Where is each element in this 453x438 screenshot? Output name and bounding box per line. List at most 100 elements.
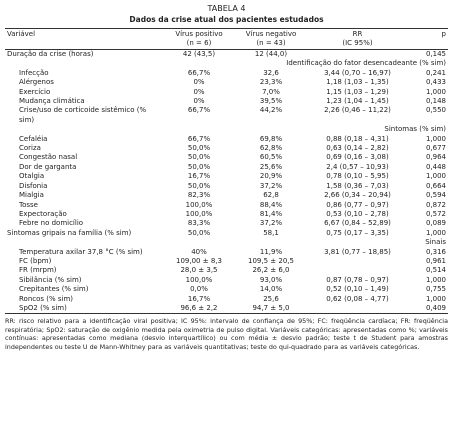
table-cell: 16,7% [187,294,211,303]
table-row: Duração da crise (horas) 42 (43,5) 12 (44,… [5,50,448,60]
header-cell: Vírus negativo (n = 43) [235,28,307,50]
table-cell: 1,15 (1,03 – 1,29) [326,87,389,96]
table-cell: 109,00 ± 8,3 [176,256,222,265]
table-row: SpO2 (% sim) 96,6 ± 2,2 94,7 ± 5,0 0,409 [5,303,448,315]
table-cell: Exercício [19,87,51,96]
table-row: Cefaléia 66,7% 69,8% 0,88 (0,18 – 4,31) 1,00… [5,135,448,144]
table-cell: 66,7% [187,134,211,143]
table-cell: 0,88 (0,18 – 4,31) [326,134,389,143]
table-cell: 0,872 [425,200,446,209]
table-cell: Cefaléia [19,134,48,143]
table-cell: 60,5% [259,153,283,162]
table-cell: 69,8% [259,134,283,143]
table-cell [307,257,408,266]
table-cell: 109,5 ± 20,5 [248,256,294,265]
table-cell: 0,964 [425,153,446,162]
table-cell: 0% [193,87,205,96]
table-cell: 1,23 (1,04 – 1,45) [326,97,389,106]
header-line: Vírus positivo [175,30,223,38]
table-cell: 66,7% [187,106,211,115]
table-cell: Coriza [19,144,41,153]
table-cell: 37,2% [259,219,283,228]
table-cell: 0,62 (0,08 – 4,77) [326,294,389,303]
table-cell: 11,9% [259,247,283,256]
header-line: (n = 43) [256,39,286,47]
table-cell: Alérgenos [19,78,54,87]
table-row: Exercício 0% 7,0% 1,15 (1,03 – 1,29) 1,000 [5,88,448,97]
table-cell: 1,18 (1,03 – 1,35) [326,78,389,87]
table-row: Coriza 50,0% 62,8% 0,63 (0,14 – 2,82) 0,677 [5,144,448,153]
table-cell: 1,000 [425,275,446,284]
table-cell: 0% [193,78,205,87]
table-cell: SpO2 (% sim) [5,303,163,315]
table-cell: 0,87 (0,78 – 0,97) [326,275,389,284]
table-cell: 0,148 [425,97,446,106]
table-cell: 0,433 [425,78,446,87]
footnote: RR: risco relativo para a identificação … [5,317,448,351]
table-cell: 0,53 (0,10 – 2,78) [326,209,389,218]
header-line: Variável [7,30,36,38]
table-cell: Mialgia [19,191,44,200]
table-cell: 83,3% [187,219,211,228]
table-row: Mialgia 82,3% 62,8 2,66 (0,34 – 20,94) 0,594 [5,191,448,200]
table-cell: 50,0% [187,181,211,190]
table-row: Crise/uso de corticoide sistêmico (% sim… [5,106,448,125]
table-row: Infecção 66,7% 32,6 3,44 (0,70 – 16,97) 0,24… [5,69,448,78]
table-cell: 7,0% [262,87,280,96]
table-cell: 0,75 (0,17 – 3,35) [326,228,389,237]
table-cell: 0,69 (0,16 – 3,08) [326,153,389,162]
table-cell: 58,1 [263,228,279,237]
table-cell: 0,0% [190,285,208,294]
table-row: Alérgenos 0% 23,3% 1,18 (1,03 – 1,35) 0,433 [5,78,448,87]
table: Variável Vírus positivo (n = 6) Vírus negat… [5,28,448,315]
table-cell: 14,0% [259,285,283,294]
section-label: Sintomas (% sim) [384,125,446,134]
table-cell: Sibilância (% sim) [19,275,82,284]
header-line: Vírus negativo [245,30,297,38]
header-line: (n = 6) [186,39,212,47]
table-cell: 62,8% [259,144,283,153]
table-subtitle: Dados da crise atual dos pacientes estud… [129,15,324,24]
table-cell: 0,089 [425,219,446,228]
table-cell: 2,66 (0,34 – 20,94) [324,191,391,200]
header-cell: p [408,28,448,50]
table-cell: 0,755 [425,285,446,294]
table-cell: Mudança climática [19,97,85,106]
table-cell: 25,6% [259,162,283,171]
table-cell: 44,2% [259,106,283,115]
section-row: Sinais [5,238,448,247]
table-cell: Roncos (% sim) [19,294,74,303]
table-title: TABELA 4 [207,4,246,13]
table-cell: 3,81 (0,77 – 18,85) [324,247,391,256]
table-cell: 0,63 (0,14 – 2,82) [326,144,389,153]
table-cell: Dor de garganta [19,162,77,171]
table-row: Dor de garganta 50,0% 25,6% 2,4 (0,57 – 10,… [5,163,448,172]
table-cell: 100,0% [185,209,213,218]
table-row: Congestão nasal 50,0% 60,5% 0,69 (0,16 – 3,… [5,153,448,162]
table-cell: 23,3% [259,78,283,87]
table-cell: 12 (44,0) [254,50,288,58]
table-cell: 96,6 ± 2,2 [163,303,235,315]
table-cell: 26,2 ± 6,0 [252,266,290,275]
table-cell: 0,409 [408,303,448,315]
table-cell [307,266,408,275]
table-cell: 0,448 [425,162,446,171]
table-cell: 1,000 [425,228,446,237]
table-row: Roncos (% sim) 16,7% 25,6 0,62 (0,08 – 4,77… [5,295,448,304]
table-row: Tosse 100,0% 88,4% 0,86 (0,77 – 0,97) 0,872 [5,201,448,210]
table-cell: FR (mrpm) [19,266,57,275]
table-cell: 0,664 [425,181,446,190]
table-cell: 100,0% [185,275,213,284]
table-cell: Febre no domicílio [19,219,84,228]
table-cell: 0,241 [425,68,446,77]
table-cell: Expectoração [19,209,67,218]
table-cell: 81,4% [259,209,283,218]
table-cell: Tosse [19,200,38,209]
section-label: Sinais [425,238,446,247]
section-row: Identificação do fator desencadeante (% … [5,59,448,68]
table-cell: 42 (43,5) [182,50,216,58]
table-cell: 66,7% [187,68,211,77]
table-row: Temperatura axilar 37,8 °C (% sim) 40% 11,… [5,248,448,257]
header-cell: RR (IC 95%) [307,28,408,50]
page: TABELA 4 Dados da crise atual dos pacien… [5,4,448,351]
